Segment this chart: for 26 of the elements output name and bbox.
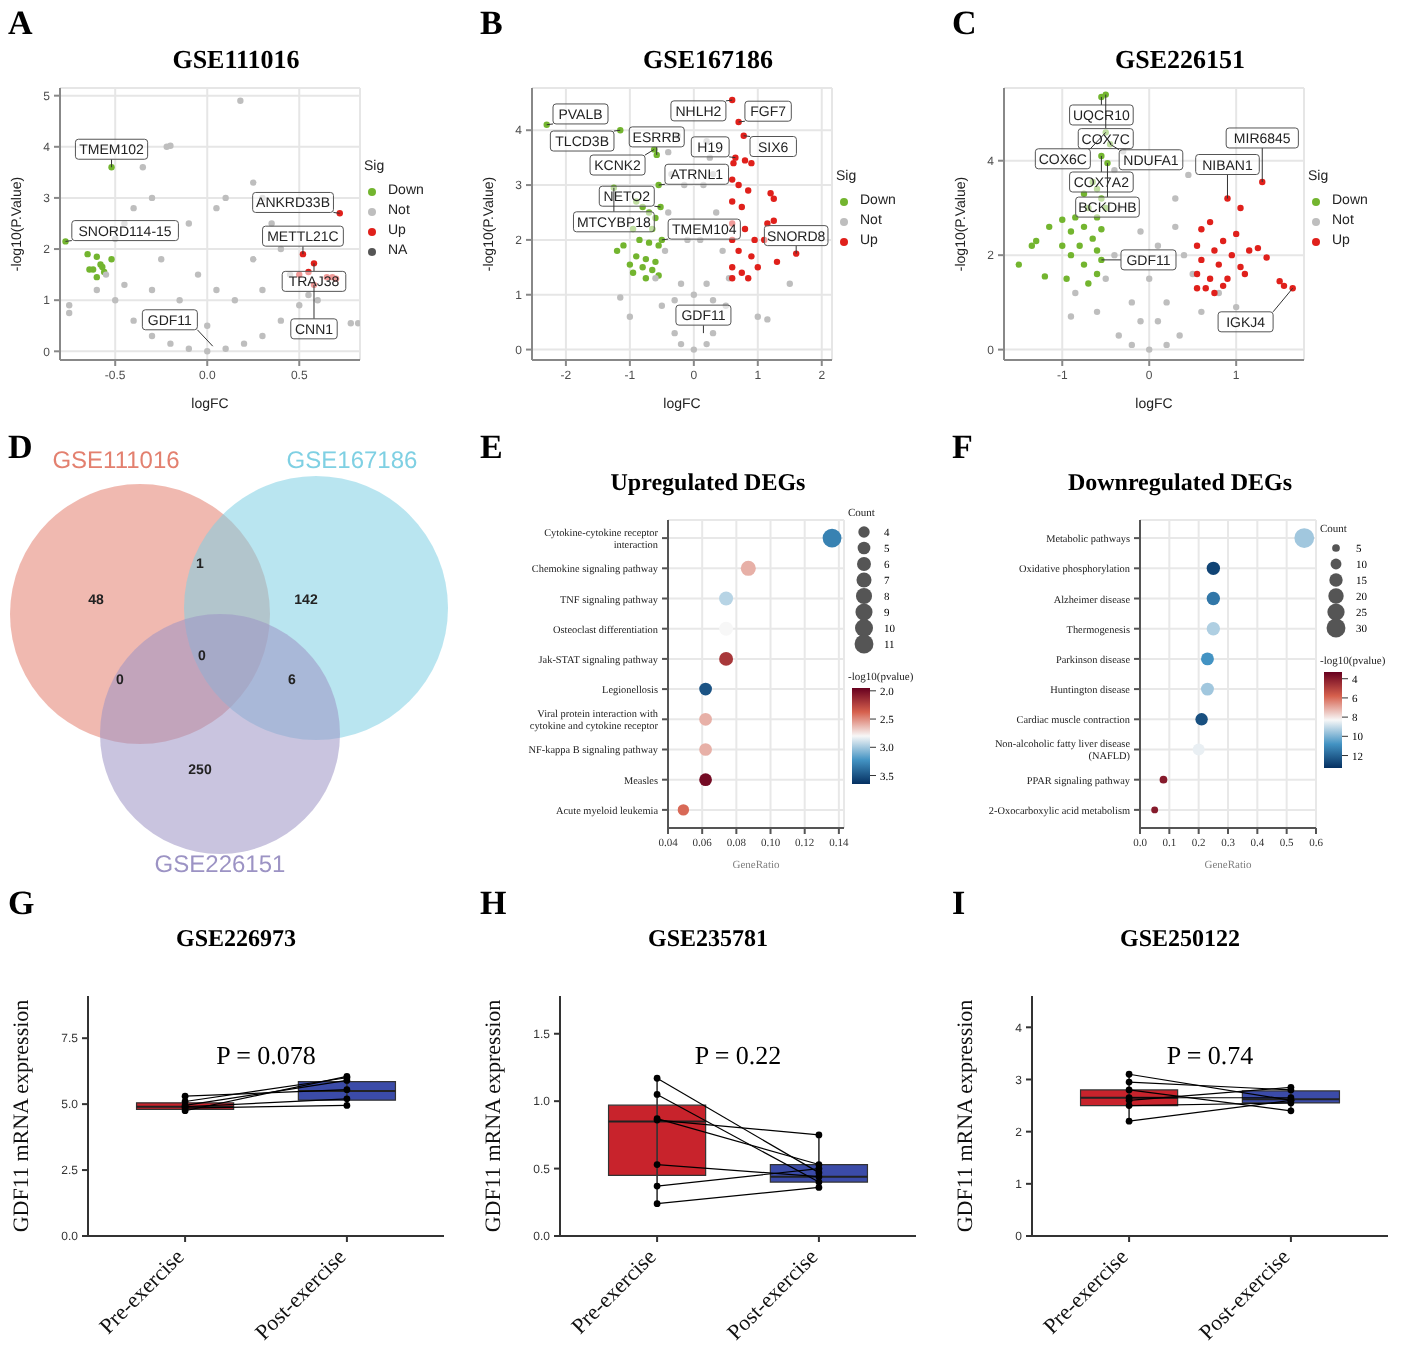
chart-title: GSE226151 bbox=[1112, 44, 1247, 76]
text: I bbox=[952, 884, 966, 924]
annotation: P = 0.078 bbox=[214, 1039, 318, 1072]
legend-label: GSE226151 bbox=[154, 850, 287, 878]
legend-label: GSE111016 bbox=[52, 446, 181, 474]
text: B bbox=[480, 4, 503, 44]
chart-title: GSE226973 bbox=[173, 924, 298, 954]
chart-title: GSE111016 bbox=[170, 44, 302, 76]
chart-title: Upregulated DEGs bbox=[608, 468, 808, 498]
text: C bbox=[952, 4, 977, 44]
annotation: P = 0.22 bbox=[692, 1039, 784, 1072]
chart-title: GSE250122 bbox=[1117, 924, 1242, 954]
y-axis-title: GDF11 mRNA expression bbox=[9, 998, 34, 1233]
y-axis-title: GDF11 mRNA expression bbox=[953, 998, 978, 1233]
chart-title: Downregulated DEGs bbox=[1065, 468, 1295, 498]
y-axis-title: GDF11 mRNA expression bbox=[481, 998, 506, 1233]
text: H bbox=[480, 884, 507, 924]
annotation: P = 0.74 bbox=[1164, 1039, 1256, 1072]
chart-title: GSE235781 bbox=[645, 924, 770, 954]
legend-label: GSE167186 bbox=[286, 446, 419, 474]
text: D bbox=[8, 428, 33, 468]
text: A bbox=[8, 4, 33, 44]
text: E bbox=[480, 428, 503, 468]
chart-title: GSE167186 bbox=[640, 44, 775, 76]
text: G bbox=[8, 884, 35, 924]
text: F bbox=[952, 428, 973, 468]
